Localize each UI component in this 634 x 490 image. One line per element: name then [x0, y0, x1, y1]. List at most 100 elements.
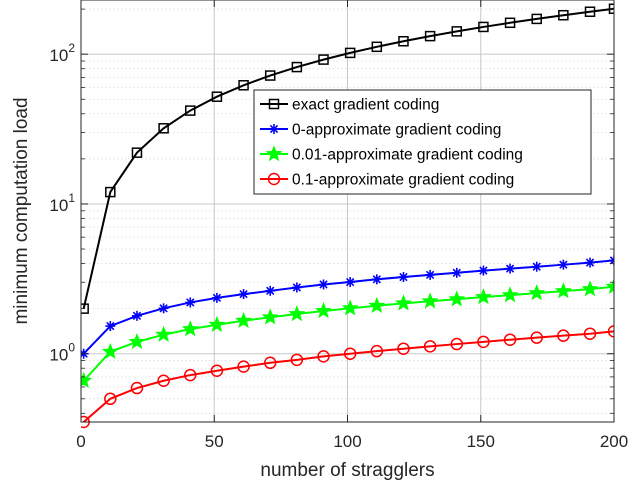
data-point-star [474, 288, 492, 305]
asterisk-stroke [269, 124, 279, 134]
data-point-circle [130, 381, 144, 395]
asterisk-stroke [132, 311, 142, 321]
data-point-square [371, 41, 383, 53]
asterisk-stroke [345, 277, 355, 287]
data-point-circle [263, 356, 277, 370]
data-point-asterisk [585, 257, 596, 268]
data-point-square [268, 98, 280, 110]
asterisk-stroke [609, 259, 614, 265]
data-point-star [448, 290, 466, 307]
data-point-circle [503, 333, 517, 346]
y-axis-label: minimum computation load [11, 97, 32, 324]
data-point-circle [477, 335, 490, 349]
x-tick-label: 150 [467, 432, 495, 451]
data-point-square [318, 54, 329, 65]
ticks-layer: 100 101 102 0 50 100 150 200 [49, 0, 628, 451]
data-point-star [261, 308, 279, 325]
data-point-star [421, 292, 439, 309]
data-point-square [211, 91, 223, 102]
data-point-asterisk [185, 297, 196, 308]
data-point-circle [557, 329, 570, 342]
x-axis-label: number of stragglers [260, 460, 434, 481]
data-point-circle [184, 368, 197, 382]
legend-entry: exact gradient coding [260, 97, 439, 114]
data-point-asterisk [291, 282, 302, 293]
y-tick-label: 101 [49, 191, 75, 215]
asterisk-stroke [399, 272, 408, 282]
data-point-asterisk [265, 285, 276, 296]
asterisk-stroke [609, 256, 614, 262]
data-point-square [264, 70, 276, 81]
data-point-star [155, 325, 173, 342]
data-point-circle [104, 392, 117, 406]
data-point-square [344, 47, 356, 59]
data-point-square [558, 9, 569, 21]
data-point-circle [530, 331, 543, 344]
data-point-circle [210, 364, 224, 377]
legend-entry: 0.01-approximate gradient coding [260, 145, 523, 164]
data-point-square [424, 30, 436, 42]
data-point-circle [423, 340, 437, 353]
data-point-square [185, 105, 196, 116]
data-point-square [81, 303, 89, 314]
data-point-square [504, 17, 516, 29]
x-tick-label: 200 [600, 432, 628, 451]
series-line [82, 7, 614, 309]
data-point-star [341, 299, 359, 316]
asterisk-stroke [159, 304, 168, 313]
data-point-circle [317, 350, 330, 363]
data-point-square [398, 35, 409, 47]
data-point-star [235, 311, 253, 328]
data-point-asterisk [345, 277, 356, 288]
data-point-asterisk [398, 272, 409, 283]
data-point-circle [237, 360, 250, 373]
data-point-star [288, 305, 306, 322]
data-point-square [608, 3, 614, 15]
data-point-asterisk [318, 279, 329, 290]
data-point-asterisk [505, 263, 516, 274]
asterisk-stroke [186, 298, 195, 307]
data-point-star [208, 315, 226, 332]
asterisk-stroke [479, 266, 488, 275]
data-point-circle [607, 325, 614, 338]
data-point-circle [583, 327, 597, 340]
data-point-star [581, 280, 599, 297]
asterisk-stroke [266, 286, 275, 295]
data-point-asterisk [371, 274, 382, 285]
asterisk-stroke [292, 283, 302, 292]
data-point-square [531, 13, 542, 25]
data-point-star [554, 282, 572, 299]
asterisk-stroke [372, 275, 381, 284]
legend-label: 0.1-approximate gradient coding [292, 172, 514, 189]
data-point-asterisk [105, 321, 116, 332]
asterisk-stroke [319, 280, 328, 289]
asterisk-stroke [212, 293, 222, 303]
data-point-star [528, 284, 546, 301]
data-point-star [101, 342, 119, 359]
asterisk-stroke [452, 268, 461, 277]
series-asterisk [81, 255, 614, 359]
legend-label: exact gradient coding [292, 97, 439, 114]
data-point-circle [267, 172, 281, 186]
x-tick-label: 100 [333, 432, 361, 451]
data-point-star [368, 296, 386, 313]
data-point-asterisk [609, 255, 614, 266]
data-point-asterisk [451, 267, 462, 278]
data-point-star [265, 145, 283, 162]
data-point-circle [343, 347, 357, 360]
data-point-circle [397, 342, 410, 355]
asterisk-stroke [239, 289, 248, 299]
data-point-square [158, 123, 169, 134]
legend-entry: 0.1-approximate gradient coding [260, 172, 514, 189]
y-tick-label: 102 [49, 41, 75, 65]
legend: exact gradient coding 0-approximate gradi… [253, 89, 592, 195]
data-point-square [105, 186, 116, 198]
asterisk-stroke [425, 270, 435, 280]
asterisk-stroke [106, 321, 115, 331]
data-point-star [605, 277, 614, 294]
data-point-star [501, 286, 519, 303]
legend-label: 0-approximate gradient coding [292, 122, 501, 139]
data-point-asterisk [158, 303, 169, 314]
data-point-asterisk [131, 310, 142, 321]
